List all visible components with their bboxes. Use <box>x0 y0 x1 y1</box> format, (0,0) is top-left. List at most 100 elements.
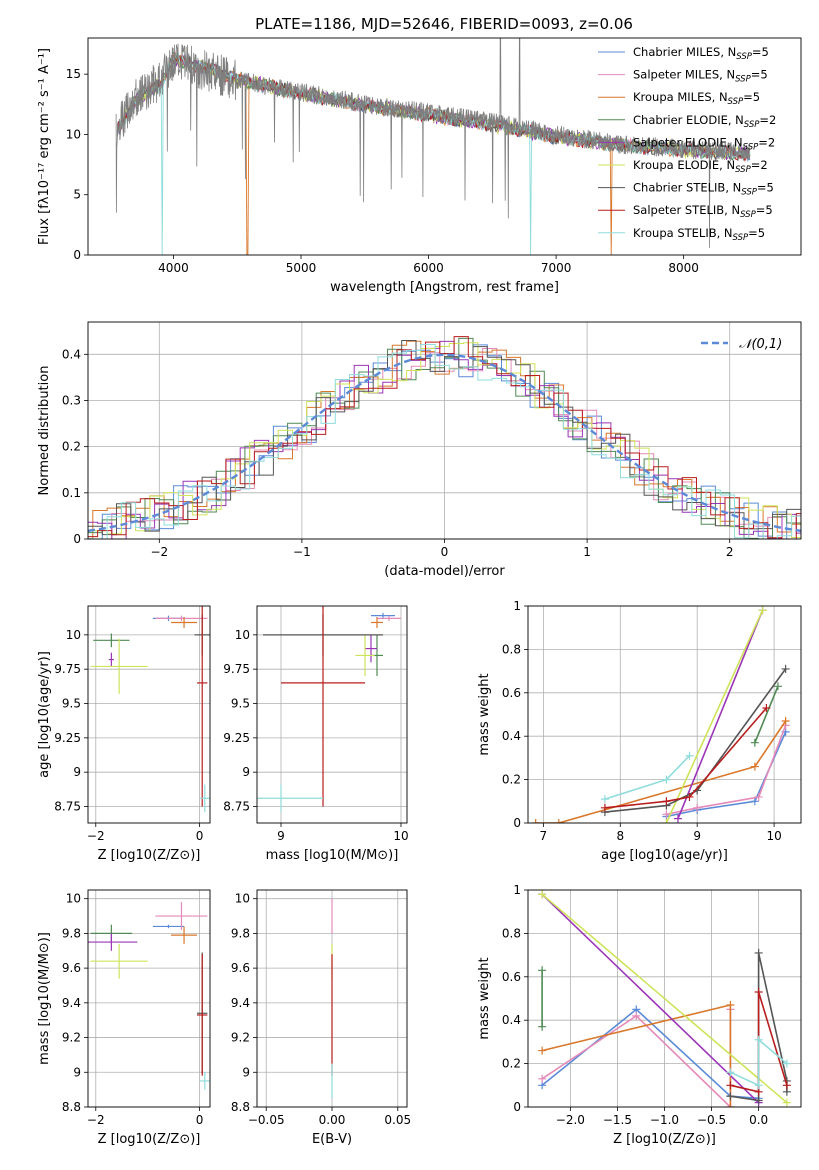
massweight_vs_Z-plot-area <box>538 890 791 1107</box>
massweight_vs_Z-marker-kroupa_stelib <box>726 1068 735 1077</box>
residual_hist-ytick-label: 0 <box>73 532 81 546</box>
spectrum-ytick-label: 0 <box>73 248 81 262</box>
mass_vs_Z-frame <box>87 889 211 1108</box>
massweight_vs_age-marker-chabrier_elodie <box>750 738 759 747</box>
age_vs_Z-ytick-label: 9.25 <box>54 731 81 745</box>
massweight_vs_age-marker-kroupa_stelib <box>662 775 671 784</box>
massweight_vs_age-marker-kroupa_elodie <box>662 819 671 823</box>
age_vs_Z-ytick-label: 10 <box>66 628 81 642</box>
age_vs_mass-frame <box>256 605 408 824</box>
hist-chabrier_stelib <box>88 340 801 539</box>
legend-label-kroupa_elodie: Kroupa ELODIE, NSSP=2 <box>633 158 768 175</box>
age_vs_mass-ytick-label: 8.75 <box>223 800 250 814</box>
massweight_vs_age-marker-kroupa_elodie <box>758 606 767 615</box>
massweight_vs_Z-xtick-label: −2.0 <box>556 1113 585 1127</box>
residual_hist-panel: −2 −1 0 1 2 0 0.1 0.2 0.3 0.4 (data-model)/error No… <box>37 321 802 579</box>
legend-label-kroupa_stelib: Kroupa STELIB, NSSP=5 <box>633 226 765 243</box>
spectrum-xtick-label: 7000 <box>541 261 572 275</box>
massweight_vs_Z-line-kroupa_stelib <box>730 1037 788 1087</box>
massweight_vs_age-ytick-label: 0 <box>513 816 521 830</box>
mass_vs_ebv-xlabel: E(B-V) <box>312 1132 352 1147</box>
massweight_vs_age-xtick-label: 8 <box>616 829 624 843</box>
age_vs_mass-ytick-label: 10 <box>235 628 250 642</box>
massweight_vs_Z-panel: −2.0 −1.5 −1.0 −0.5 0.0 0 0.2 0.4 0.6 0.8 1 Z [log1… <box>477 883 802 1147</box>
massweight_vs_age-line-chabrier_elodie <box>754 685 779 744</box>
massweight_vs_Z-marker-kroupa_stelib <box>754 1035 763 1044</box>
mass_vs_ebv-ytick-label: 9.8 <box>231 926 250 940</box>
massweight_vs_age-panel: 7 8 9 10 0 0.2 0.4 0.6 0.8 1 age [log10(age/yr)] ma… <box>477 599 802 863</box>
massweight_vs_age-frame <box>527 605 802 824</box>
mass_vs_Z-ytick-label: 10 <box>66 892 81 906</box>
age_vs_mass-ytick-label: 9.75 <box>223 662 250 676</box>
spectrum-xtick-label: 5000 <box>286 261 317 275</box>
massweight_vs_Z-marker-chabrier_elodie <box>538 966 547 975</box>
legend-gaussian-label: 𝒩(0,1) <box>739 337 782 352</box>
spectrum-xtick-label: 6000 <box>413 261 444 275</box>
massweight_vs_Z-ytick-label: 1 <box>513 883 521 897</box>
massweight_vs_age-marker-kroupa_miles <box>531 819 540 823</box>
massweight_vs_Z-marker-kroupa_stelib <box>782 1059 791 1068</box>
massweight_vs_age-ylabel: mass weight <box>477 673 492 755</box>
mass_vs_ebv-ytick-label: 9.4 <box>231 996 250 1010</box>
age_vs_Z-xtick-label: −2 <box>87 829 105 843</box>
legend-label-chabrier_miles: Chabrier MILES, NSSP=5 <box>633 45 769 62</box>
residual_hist-ytick-label: 0.1 <box>62 486 81 500</box>
age_vs_mass-xtick-label: 9 <box>277 829 285 843</box>
age_vs_Z-ytick-label: 8.75 <box>54 800 81 814</box>
massweight_vs_age-ytick-label: 0.2 <box>502 773 521 787</box>
age_vs_Z-panel: −2 0 8.75 9 9.25 9.5 9.75 10 Z [log10(Z/Z⊙)] age … <box>37 605 211 863</box>
spectrum-xtick-label: 4000 <box>158 261 189 275</box>
massweight_vs_age-ytick-label: 0.8 <box>502 642 521 656</box>
residual_hist-xlabel: (data-model)/error <box>384 564 505 579</box>
massweight_vs_Z-line-salpeter_elodie <box>541 893 760 1104</box>
spectrum-ylabel: Flux [fλ10⁻¹⁷ erg cm⁻² s⁻¹ A⁻¹] <box>37 48 52 245</box>
massweight_vs_Z-marker-chabrier_stelib <box>754 1096 763 1105</box>
massweight_vs_age-line-salpeter_stelib <box>604 707 768 809</box>
mass_vs_Z-ylabel: mass [log10(M/M⊙)] <box>37 932 52 1065</box>
massweight_vs_Z-marker-chabrier_stelib <box>754 948 763 957</box>
massweight_vs_age-line-salpeter_miles <box>666 725 787 816</box>
massweight_vs_age-marker-kroupa_miles <box>750 762 759 771</box>
massweight_vs_age-line-kroupa_elodie <box>665 609 764 823</box>
massweight_vs_Z-ytick-label: 0.8 <box>502 926 521 940</box>
age_vs_Z-ylabel: age [log10(age/yr)] <box>37 651 52 778</box>
age_vs_mass-ytick-label: 9.5 <box>231 697 250 711</box>
mass_vs_ebv-xtick-label: 0.00 <box>319 1113 346 1127</box>
massweight_vs_Z-ytick-label: 0.4 <box>502 1013 521 1027</box>
mass_vs_Z-panel: −2 0 8.8 9 9.2 9.4 9.6 9.8 10 Z [log10(Z/Z⊙)] mass… <box>37 889 211 1147</box>
massweight_vs_age-marker-salpeter_miles <box>693 803 702 812</box>
massweight_vs_Z-xtick-label: −1.5 <box>603 1113 632 1127</box>
legend-label-chabrier_stelib: Chabrier STELIB, NSSP=5 <box>633 181 774 198</box>
massweight_vs_age-marker-salpeter_stelib <box>662 797 671 806</box>
massweight_vs_Z-marker-kroupa_elodie <box>782 1098 791 1107</box>
massweight_vs_Z-marker-salpeter_miles <box>632 1011 641 1020</box>
age_vs_mass-xlabel: mass [log10(M/M⊙)] <box>266 848 399 863</box>
massweight_vs_age-ytick-label: 0.6 <box>502 686 521 700</box>
massweight_vs_age-plot-area <box>531 606 790 823</box>
mass_vs_ebv-ytick-label: 9 <box>242 1065 250 1079</box>
age_vs_Z-xlabel: Z [log10(Z/Z⊙)] <box>98 848 201 863</box>
legend-label-salpeter_elodie: Salpeter ELODIE, NSSP=2 <box>633 135 775 152</box>
age_vs_Z-ytick-label: 9.75 <box>54 662 81 676</box>
hist-salpeter_miles <box>88 348 801 539</box>
residual_hist-xtick-label: −1 <box>293 545 311 559</box>
spectrum-xtick-label: 8000 <box>668 261 699 275</box>
massweight_vs_Z-marker-kroupa_miles <box>726 1001 735 1010</box>
massweight_vs_age-marker-chabrier_elodie <box>773 682 782 691</box>
massweight_vs_Z-xtick-label: −1.0 <box>650 1113 679 1127</box>
mass_vs_ebv-ytick-label: 9.6 <box>231 961 250 975</box>
legend-label-salpeter_miles: Salpeter MILES, NSSP=5 <box>633 68 768 85</box>
residual_hist-xtick-label: 2 <box>726 545 734 559</box>
age_vs_mass-ytick-label: 9 <box>242 765 250 779</box>
massweight_vs_age-xtick-label: 10 <box>766 829 781 843</box>
age_vs_mass-panel: 9 10 8.75 9 9.25 9.5 9.75 10 mass [log10(M/M⊙)] <box>223 605 409 863</box>
hist-chabrier_elodie <box>88 337 801 539</box>
massweight_vs_Z-marker-salpeter_miles <box>538 1074 547 1083</box>
massweight_vs_Z-ytick-label: 0.6 <box>502 970 521 984</box>
residual_hist-xtick-label: 1 <box>583 545 591 559</box>
massweight_vs_age-marker-kroupa_stelib <box>600 795 609 804</box>
mass_vs_Z-ytick-label: 9.2 <box>62 1031 81 1045</box>
massweight_vs_Z-marker-kroupa_stelib <box>754 1081 763 1090</box>
age_vs_Z-frame <box>87 605 211 824</box>
